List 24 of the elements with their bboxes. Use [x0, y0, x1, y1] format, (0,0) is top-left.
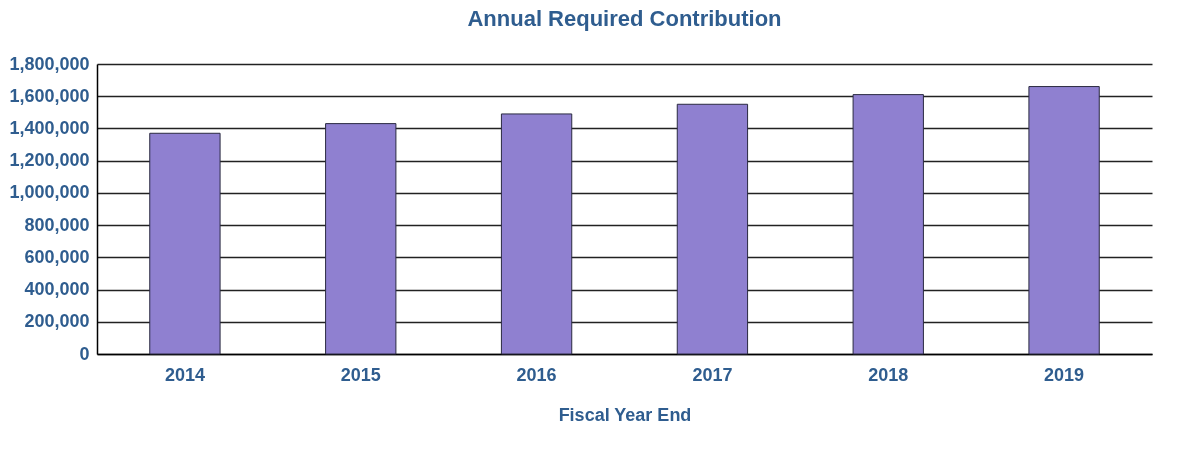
y-tick-label: 800,000 [24, 214, 90, 235]
x-tick-label: 2014 [164, 364, 205, 385]
y-tick-label: 200,000 [24, 311, 90, 332]
bar [1028, 86, 1100, 355]
x-tick-label: 2018 [868, 364, 909, 385]
x-tick-label: 2015 [340, 364, 381, 385]
y-tick-label: 400,000 [24, 279, 90, 300]
x-tick-label: 2019 [1044, 364, 1085, 385]
x-tick-label: 2016 [516, 364, 557, 385]
x-axis-title: Fiscal Year End [558, 404, 692, 425]
y-tick-label: 1,400,000 [9, 117, 90, 138]
bar [149, 132, 221, 355]
y-tick-label: 1,800,000 [9, 53, 90, 74]
y-tick-label: 0 [79, 343, 90, 364]
y-tick-label: 1,200,000 [9, 150, 90, 171]
x-tick-label: 2017 [692, 364, 733, 385]
chart-title: Annual Required Contribution [467, 6, 782, 31]
y-tick-label: 600,000 [24, 246, 90, 267]
bar [325, 123, 397, 355]
bar [676, 103, 749, 355]
y-tick-label: 1,600,000 [9, 85, 90, 106]
bar [500, 113, 573, 355]
bar [852, 94, 924, 355]
y-tick-label: 1,000,000 [9, 182, 90, 203]
